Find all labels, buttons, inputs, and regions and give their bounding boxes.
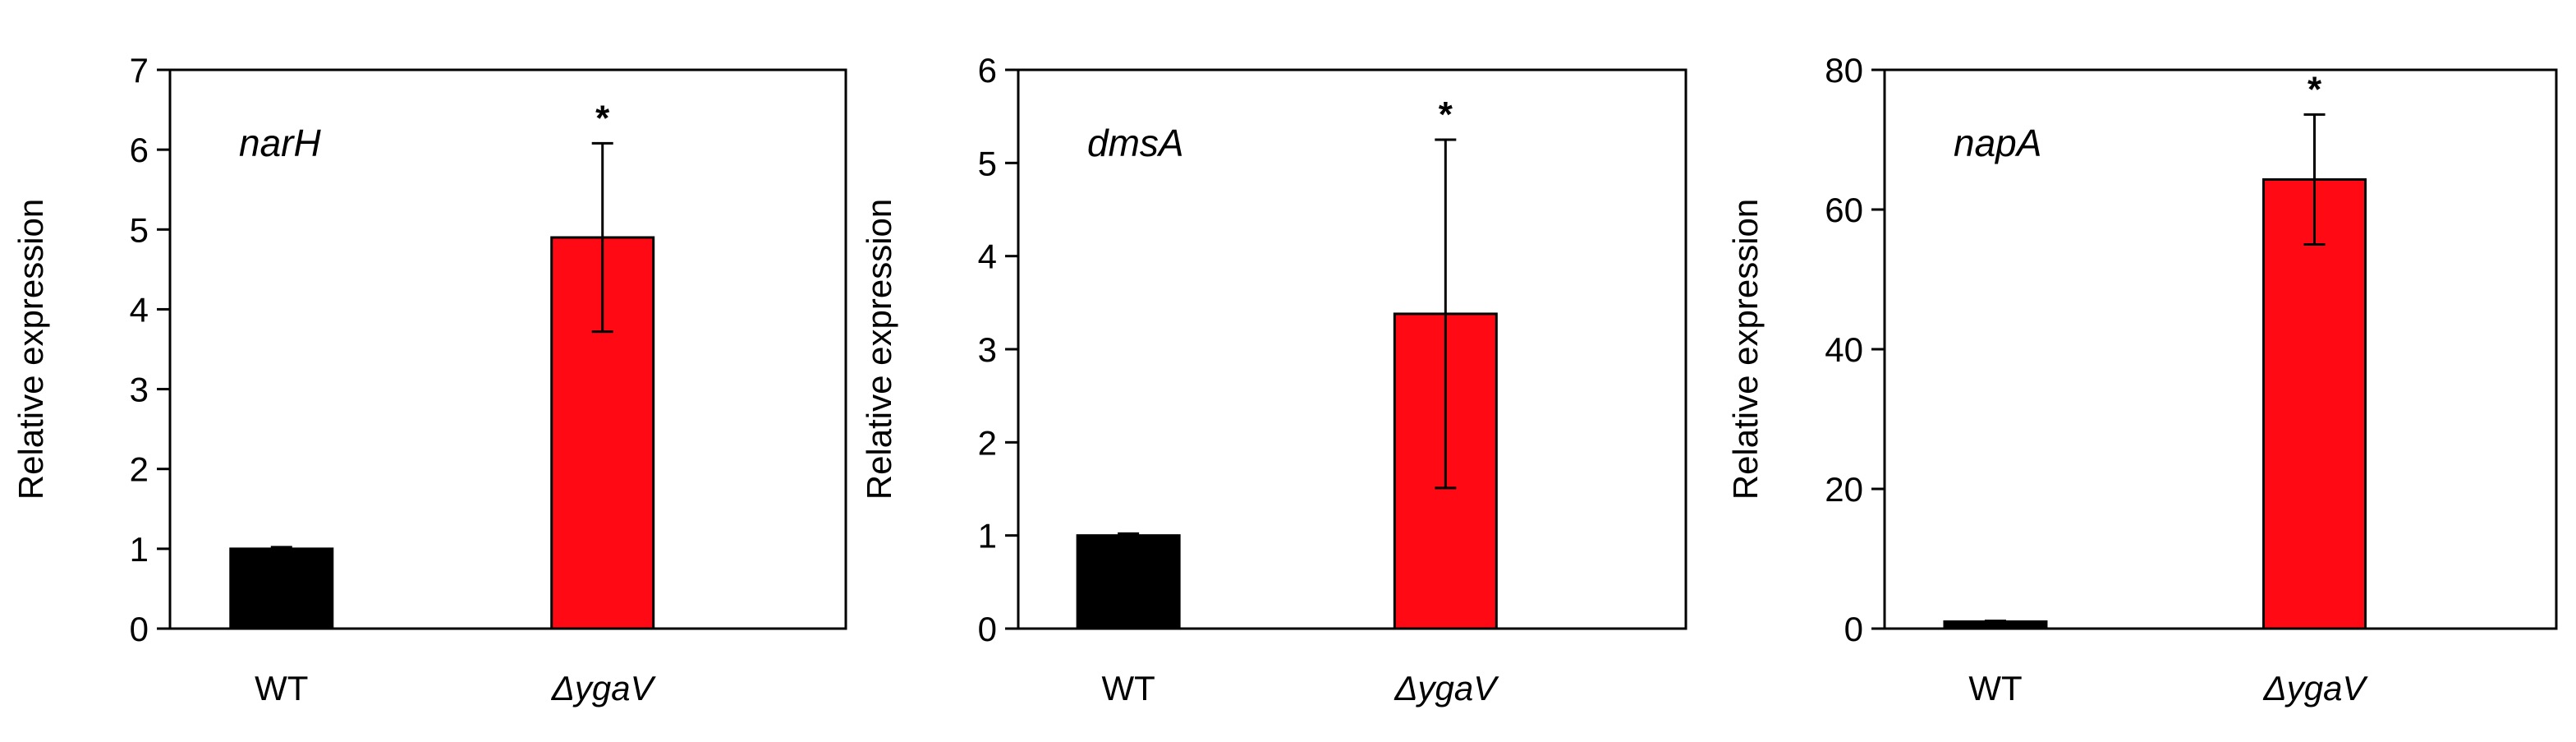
bar-wt [1076,534,1181,630]
y-tick-label: 0 [978,610,997,648]
y-axis-label: Relative expression [1726,199,1765,500]
chart-panel-dmsA: 0 1 2 3 4 5 6 Relative expression dmsA WT * ΔygaV [860,51,1687,707]
y-tick-label: 60 [1825,191,1863,229]
y-tick-label: 5 [978,144,997,182]
chart-panel-narH: 0 1 2 3 4 5 6 7 Relative expression narH WT * ΔygaV [11,51,847,707]
x-category-label: ΔygaV [2263,669,2369,707]
y-tick-label: 40 [1825,330,1863,369]
y-tick-label: 4 [130,290,149,329]
gene-label: dmsA [1087,122,1184,164]
plot-frame [168,68,847,630]
bar-wt [229,547,334,630]
y-tick-label: 80 [1825,51,1863,90]
y-axis-label: Relative expression [860,199,898,500]
gene-label: narH [239,122,321,164]
x-category-label: ΔygaV [551,669,657,707]
y-tick-label: 7 [130,51,149,90]
significance-marker: * [595,98,610,138]
x-category-label: WT [1968,669,2022,707]
y-tick-label: 0 [130,610,149,648]
x-category-label: WT [1101,669,1155,707]
y-tick-label: 3 [130,371,149,409]
bar-mutant [2262,177,2367,630]
significance-marker: * [1439,94,1453,135]
y-tick-label: 5 [130,210,149,249]
x-category-label: WT [255,669,308,707]
y-tick-label: 6 [130,131,149,169]
y-tick-label: 1 [130,530,149,569]
gene-label: napA [1954,122,2041,164]
chart-panel-napA: 0 20 40 60 80 Relative expression napA WT * ΔygaV [1726,51,2558,707]
y-tick-label: 20 [1825,470,1863,509]
y-axis-label: Relative expression [11,199,50,500]
x-category-label: ΔygaV [1394,669,1499,707]
y-tick-label: 1 [978,517,997,555]
y-tick-label: 2 [130,450,149,489]
y-tick-label: 3 [978,330,997,369]
y-tick-label: 6 [978,51,997,90]
y-tick-label: 4 [978,237,997,276]
significance-marker: * [2307,69,2322,109]
y-tick-label: 2 [978,423,997,462]
y-tick-label: 0 [1844,610,1863,648]
